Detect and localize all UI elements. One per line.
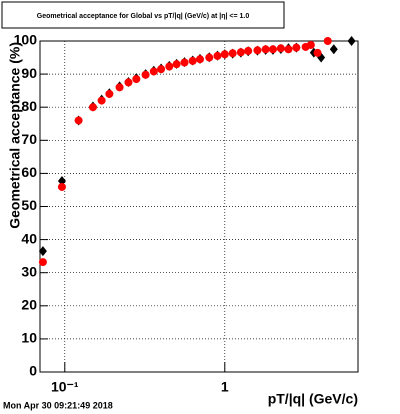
- y-tick-label: 90: [21, 65, 37, 81]
- marker: [132, 75, 141, 84]
- marker: [149, 67, 158, 76]
- marker: [188, 56, 197, 65]
- marker: [124, 78, 133, 87]
- y-tick-label: 60: [21, 164, 37, 180]
- marker: [165, 62, 174, 71]
- marker: [253, 46, 262, 55]
- x-tick-label: 10⁻¹: [51, 379, 79, 395]
- marker: [220, 50, 229, 59]
- y-tick-label: 20: [21, 297, 37, 313]
- y-tick-label: 80: [21, 98, 37, 114]
- y-tick-label: 0: [29, 363, 37, 379]
- marker: [313, 48, 322, 57]
- marker: [157, 65, 166, 74]
- marker: [213, 51, 222, 60]
- y-tick-label: 40: [21, 230, 37, 246]
- marker: [38, 246, 47, 257]
- y-tick-label: 10: [21, 330, 37, 346]
- marker: [97, 96, 106, 105]
- marker: [276, 44, 285, 53]
- marker: [261, 45, 270, 54]
- marker: [74, 116, 83, 125]
- marker: [236, 48, 245, 57]
- marker: [205, 53, 214, 62]
- marker: [292, 43, 301, 52]
- y-tick-label: 100: [14, 32, 38, 48]
- chart-title: Geometrical acceptance for Global vs pT/…: [37, 13, 250, 20]
- marker: [196, 55, 205, 64]
- marker: [347, 36, 356, 46]
- marker: [115, 83, 124, 92]
- marker: [141, 70, 150, 79]
- marker: [228, 49, 237, 58]
- marker: [284, 45, 293, 54]
- footer: Mon Apr 30 09:21:49 2018: [3, 400, 113, 410]
- marker: [306, 40, 315, 49]
- marker: [57, 182, 66, 191]
- y-tick-label: 30: [21, 263, 37, 279]
- marker: [244, 46, 253, 55]
- y-tick-label: 50: [21, 197, 37, 213]
- y-tick-label: 70: [21, 131, 37, 147]
- marker: [172, 60, 181, 69]
- marker: [105, 89, 114, 98]
- marker: [329, 44, 338, 55]
- marker: [38, 258, 47, 267]
- marker: [88, 103, 97, 112]
- y-axis-label: Geometrical acceptance (%): [7, 42, 23, 229]
- marker: [180, 58, 189, 67]
- marker: [323, 37, 332, 45]
- x-tick-label: 1: [221, 379, 229, 395]
- title-box: [1, 1, 285, 29]
- x-axis-label: pT/|q| (GeV/c): [268, 391, 358, 407]
- marker: [268, 45, 277, 54]
